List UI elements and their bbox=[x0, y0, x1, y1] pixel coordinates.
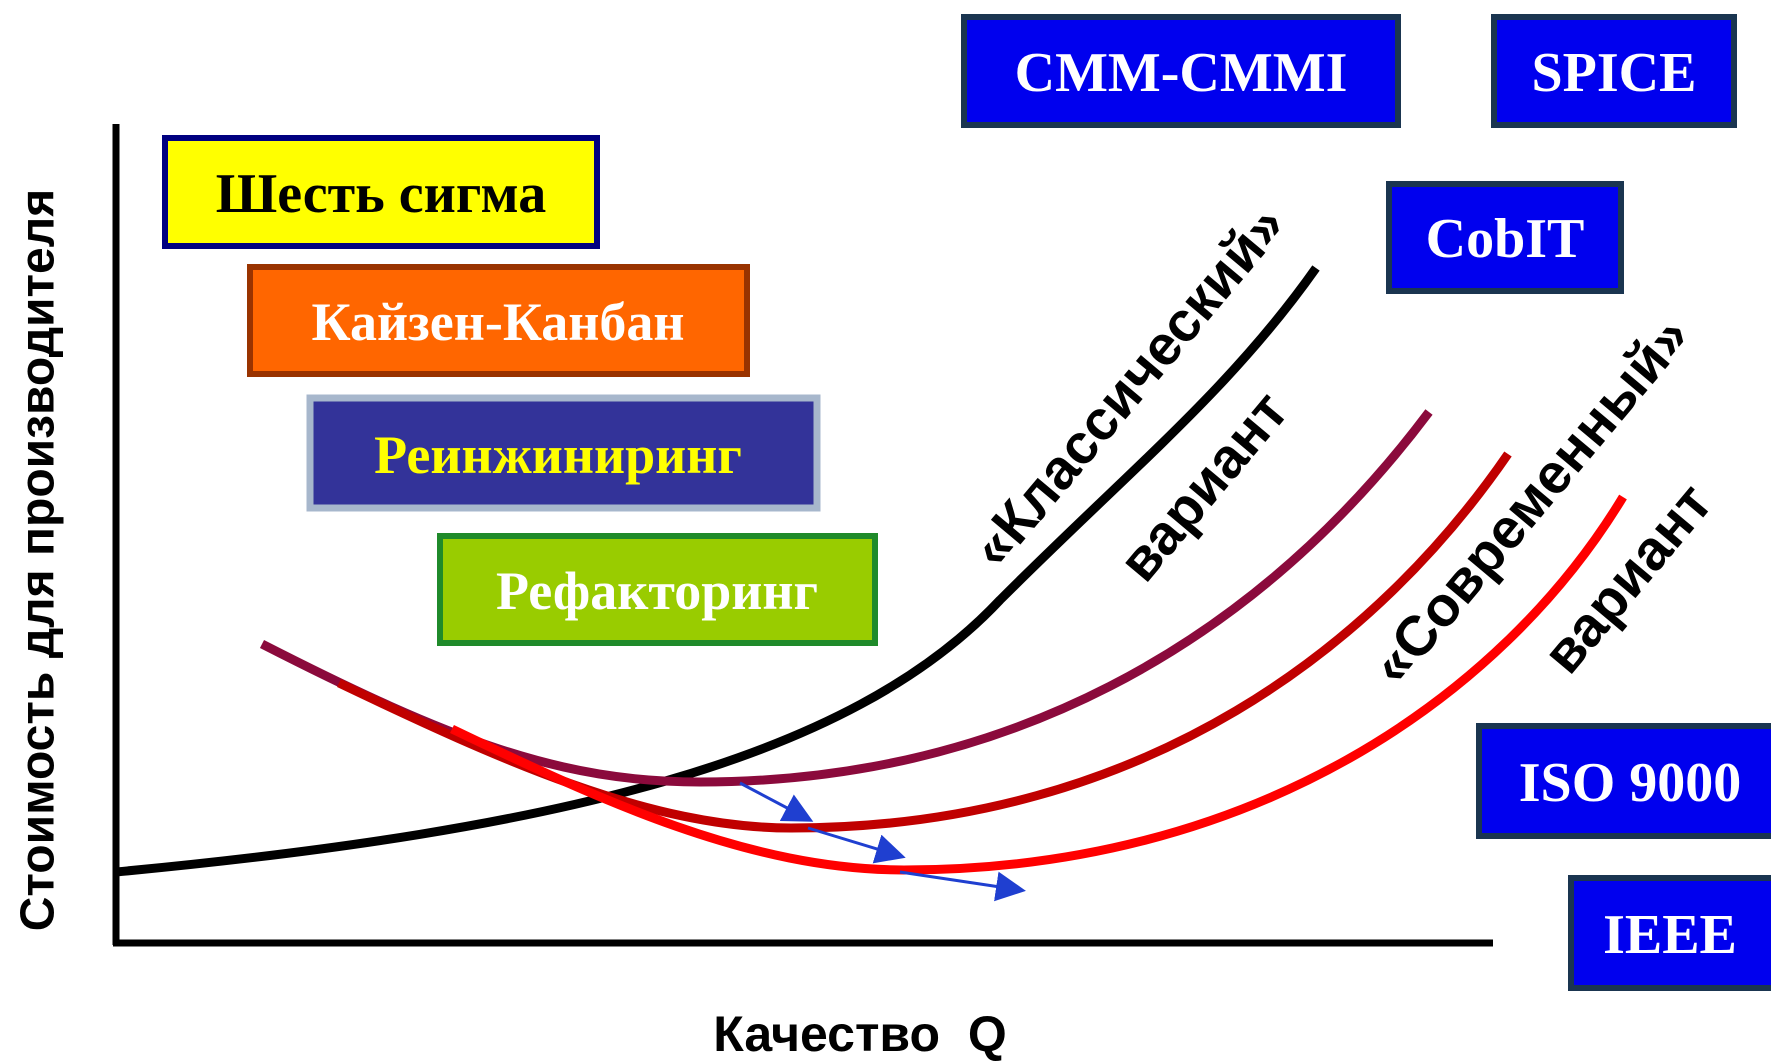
arrow bbox=[900, 872, 1020, 890]
method-label: Реинжиниринг bbox=[374, 425, 742, 485]
y-axis-label: Стоимость для производителя bbox=[12, 189, 65, 932]
method-label: Кайзен-Канбан bbox=[312, 292, 685, 352]
method-label: Шесть сигма bbox=[216, 163, 547, 225]
curve-label: «Современный» bbox=[1359, 304, 1702, 696]
arrow bbox=[740, 783, 808, 819]
standard-label: ISO 9000 bbox=[1519, 752, 1742, 814]
standard-label: CobIT bbox=[1426, 208, 1585, 270]
standard-label: CMM-CMMI bbox=[1015, 42, 1348, 104]
x-axis-label: Качество Q bbox=[713, 1006, 1006, 1062]
method-label: Рефакторинг bbox=[496, 561, 818, 621]
arrow bbox=[808, 828, 900, 856]
slide: Шесть сигма Кайзен-Канбан Реинжиниринг Р… bbox=[0, 0, 1771, 1064]
standard-label: SPICE bbox=[1532, 42, 1697, 104]
standard-label: IEEE bbox=[1603, 904, 1737, 966]
